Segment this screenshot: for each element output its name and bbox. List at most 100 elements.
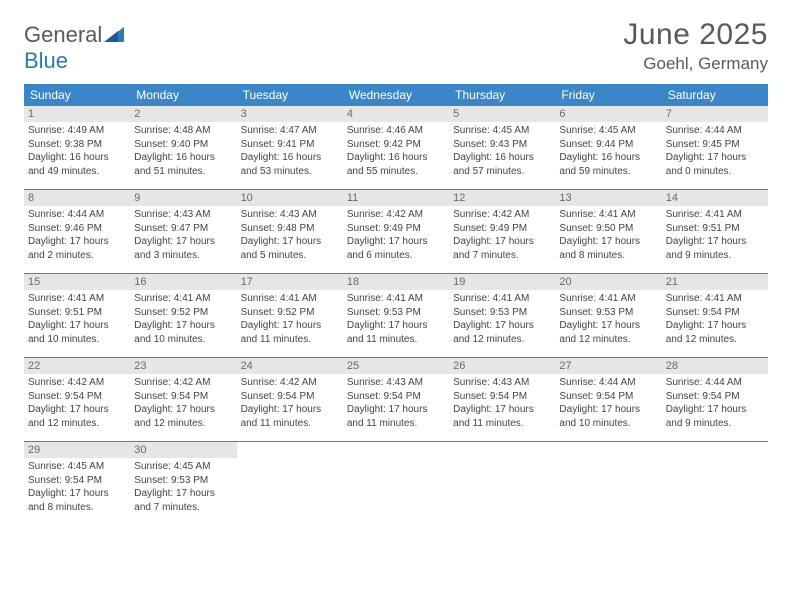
day-number: 28 [662, 358, 768, 374]
calendar-day-cell: 9Sunrise: 4:43 AMSunset: 9:47 PMDaylight… [130, 190, 236, 273]
calendar-day-cell: 19Sunrise: 4:41 AMSunset: 9:53 PMDayligh… [449, 274, 555, 357]
daylight-text: Daylight: 17 hours and 9 minutes. [666, 235, 764, 262]
daylight-text: Daylight: 17 hours and 7 minutes. [453, 235, 551, 262]
daylight-text: Daylight: 17 hours and 12 minutes. [666, 319, 764, 346]
day-number: 1 [24, 106, 130, 122]
day-details: Sunrise: 4:41 AMSunset: 9:52 PMDaylight:… [134, 292, 232, 346]
sunrise-text: Sunrise: 4:41 AM [241, 292, 339, 306]
calendar-day-cell: . [555, 442, 661, 526]
day-number: 18 [343, 274, 449, 290]
sunrise-text: Sunrise: 4:44 AM [666, 376, 764, 390]
day-number: 17 [237, 274, 343, 290]
sunset-text: Sunset: 9:53 PM [559, 306, 657, 320]
daylight-text: Daylight: 17 hours and 8 minutes. [28, 487, 126, 514]
day-details: Sunrise: 4:42 AMSunset: 9:54 PMDaylight:… [134, 376, 232, 430]
sunset-text: Sunset: 9:54 PM [559, 390, 657, 404]
sunrise-text: Sunrise: 4:45 AM [453, 124, 551, 138]
sunrise-text: Sunrise: 4:43 AM [134, 208, 232, 222]
sunrise-text: Sunrise: 4:41 AM [666, 208, 764, 222]
calendar-day-cell: 24Sunrise: 4:42 AMSunset: 9:54 PMDayligh… [237, 358, 343, 441]
calendar-day-cell: 23 Sunrise: 4:42 AMSunset: 9:54 PMDayligh… [130, 358, 236, 441]
sunrise-text: Sunrise: 4:47 AM [241, 124, 339, 138]
sunset-text: Sunset: 9:38 PM [28, 138, 126, 152]
sunset-text: Sunset: 9:45 PM [666, 138, 764, 152]
sunset-text: Sunset: 9:44 PM [559, 138, 657, 152]
sunset-text: Sunset: 9:54 PM [241, 390, 339, 404]
calendar-day-cell: . [237, 442, 343, 526]
calendar-day-cell: 7Sunrise: 4:44 AMSunset: 9:45 PMDaylight… [662, 106, 768, 189]
calendar-day-cell: 27Sunrise: 4:44 AMSunset: 9:54 PMDayligh… [555, 358, 661, 441]
calendar-week-row: 8Sunrise: 4:44 AMSunset: 9:46 PMDaylight… [24, 190, 768, 274]
sunset-text: Sunset: 9:51 PM [666, 222, 764, 236]
sunset-text: Sunset: 9:52 PM [241, 306, 339, 320]
day-number: 23 [130, 358, 236, 374]
calendar-day-cell: 30Sunrise: 4:45 AMSunset: 9:53 PMDayligh… [130, 442, 236, 526]
day-details: Sunrise: 4:41 AMSunset: 9:51 PMDaylight:… [28, 292, 126, 346]
sunrise-text: Sunrise: 4:42 AM [28, 376, 126, 390]
day-details: Sunrise: 4:41 AMSunset: 9:53 PMDaylight:… [347, 292, 445, 346]
day-details: Sunrise: 4:42 AMSunset: 9:54 PMDaylight:… [241, 376, 339, 430]
day-number: 8 [24, 190, 130, 206]
day-number: 13 [555, 190, 661, 206]
sunrise-text: Sunrise: 4:41 AM [134, 292, 232, 306]
weekday-header: Tuesday [237, 84, 343, 106]
day-details: Sunrise: 4:43 AMSunset: 9:48 PMDaylight:… [241, 208, 339, 262]
weekday-header-row: Sunday Monday Tuesday Wednesday Thursday… [24, 84, 768, 106]
sunset-text: Sunset: 9:53 PM [453, 306, 551, 320]
daylight-text: Daylight: 17 hours and 5 minutes. [241, 235, 339, 262]
daylight-text: Daylight: 17 hours and 10 minutes. [28, 319, 126, 346]
sunrise-text: Sunrise: 4:42 AM [241, 376, 339, 390]
calendar-day-cell: 11Sunrise: 4:42 AMSunset: 9:49 PMDayligh… [343, 190, 449, 273]
daylight-text: Daylight: 17 hours and 8 minutes. [559, 235, 657, 262]
sunrise-text: Sunrise: 4:45 AM [559, 124, 657, 138]
sunrise-text: Sunrise: 4:43 AM [453, 376, 551, 390]
sunrise-text: Sunrise: 4:41 AM [666, 292, 764, 306]
calendar-day-cell: 1Sunrise: 4:49 AMSunset: 9:38 PMDaylight… [24, 106, 130, 189]
sunset-text: Sunset: 9:41 PM [241, 138, 339, 152]
calendar-week-row: 1Sunrise: 4:49 AMSunset: 9:38 PMDaylight… [24, 106, 768, 190]
daylight-text: Daylight: 16 hours and 53 minutes. [241, 151, 339, 178]
day-number: 3 [237, 106, 343, 122]
sunset-text: Sunset: 9:54 PM [666, 390, 764, 404]
page-title: June 2025 [623, 18, 768, 52]
day-details: Sunrise: 4:41 AMSunset: 9:51 PMDaylight:… [666, 208, 764, 262]
daylight-text: Daylight: 17 hours and 7 minutes. [134, 487, 232, 514]
day-number: 26 [449, 358, 555, 374]
daylight-text: Daylight: 17 hours and 12 minutes. [134, 403, 232, 430]
day-details: Sunrise: 4:41 AMSunset: 9:53 PMDaylight:… [559, 292, 657, 346]
sunrise-text: Sunrise: 4:44 AM [666, 124, 764, 138]
day-details: Sunrise: 4:43 AMSunset: 9:47 PMDaylight:… [134, 208, 232, 262]
sunset-text: Sunset: 9:51 PM [28, 306, 126, 320]
day-number: 4 [343, 106, 449, 122]
calendar-day-cell: 18 Sunrise: 4:41 AMSunset: 9:53 PMDayligh… [343, 274, 449, 357]
sunset-text: Sunset: 9:50 PM [559, 222, 657, 236]
daylight-text: Daylight: 17 hours and 12 minutes. [559, 319, 657, 346]
weekday-header: Sunday [24, 84, 130, 106]
weekday-header: Thursday [449, 84, 555, 106]
day-number: 6 [555, 106, 661, 122]
weekday-header: Saturday [662, 84, 768, 106]
daylight-text: Daylight: 17 hours and 11 minutes. [347, 319, 445, 346]
daylight-text: Daylight: 17 hours and 11 minutes. [347, 403, 445, 430]
calendar-day-cell: 6Sunrise: 4:45 AMSunset: 9:44 PMDaylight… [555, 106, 661, 189]
daylight-text: Daylight: 17 hours and 9 minutes. [666, 403, 764, 430]
calendar-day-cell: 15Sunrise: 4:41 AMSunset: 9:51 PMDayligh… [24, 274, 130, 357]
day-details: Sunrise: 4:43 AMSunset: 9:54 PMDaylight:… [347, 376, 445, 430]
day-details: Sunrise: 4:43 AMSunset: 9:54 PMDaylight:… [453, 376, 551, 430]
calendar-day-cell: 17Sunrise: 4:41 AMSunset: 9:52 PMDayligh… [237, 274, 343, 357]
calendar-week-row: 15Sunrise: 4:41 AMSunset: 9:51 PMDayligh… [24, 274, 768, 358]
weekday-header: Monday [130, 84, 236, 106]
day-details: Sunrise: 4:45 AMSunset: 9:53 PMDaylight:… [134, 460, 232, 514]
logo-text-top: General [24, 22, 102, 47]
sunset-text: Sunset: 9:46 PM [28, 222, 126, 236]
daylight-text: Daylight: 17 hours and 11 minutes. [241, 403, 339, 430]
day-number: 27 [555, 358, 661, 374]
calendar-day-cell: 8Sunrise: 4:44 AMSunset: 9:46 PMDaylight… [24, 190, 130, 273]
daylight-text: Daylight: 17 hours and 3 minutes. [134, 235, 232, 262]
calendar-day-cell: 20Sunrise: 4:41 AMSunset: 9:53 PMDayligh… [555, 274, 661, 357]
sunrise-text: Sunrise: 4:42 AM [453, 208, 551, 222]
calendar-day-cell: 5Sunrise: 4:45 AMSunset: 9:43 PMDaylight… [449, 106, 555, 189]
sunrise-text: Sunrise: 4:42 AM [347, 208, 445, 222]
day-details: Sunrise: 4:41 AMSunset: 9:50 PMDaylight:… [559, 208, 657, 262]
calendar-day-cell: . [449, 442, 555, 526]
